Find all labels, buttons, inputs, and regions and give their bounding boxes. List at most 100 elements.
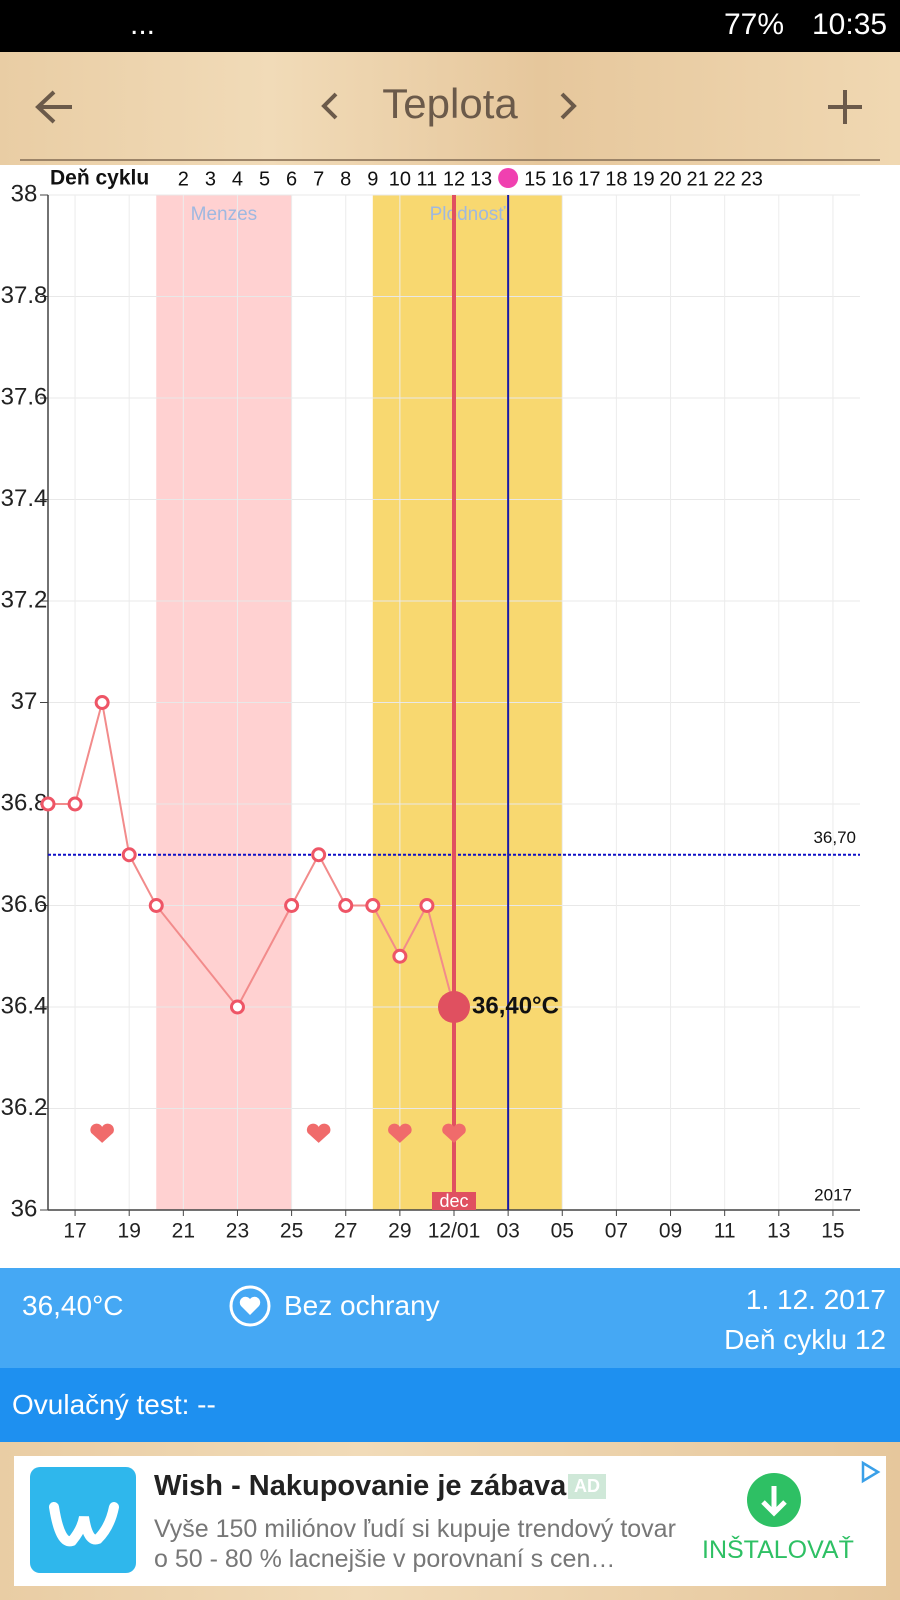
ad-badge: AD (568, 1474, 606, 1499)
y-tick-label: 36.2 (1, 1094, 48, 1121)
y-tick-label: 36.6 (1, 891, 48, 918)
point (121, 847, 137, 863)
cycle-day: 18 (605, 168, 627, 190)
point (148, 898, 164, 913)
cycle-day: 10 (389, 168, 411, 190)
point (284, 898, 300, 913)
x-tick-label: 27 (334, 1220, 357, 1243)
point (338, 898, 354, 913)
heart (442, 1123, 466, 1143)
heart (388, 1123, 412, 1143)
info-temperature: 36,40°C (22, 1290, 124, 1321)
cycle-day: 12 (443, 168, 465, 190)
prev-button[interactable] (321, 92, 338, 120)
ad-choices[interactable] (858, 1460, 882, 1484)
point (311, 847, 327, 863)
battery: 77% (724, 8, 785, 41)
x-tick-label: 19 (118, 1220, 141, 1243)
info-panel: 36,40°C Bez ochrany 1. 12. 2017 Deň cykl… (0, 1268, 900, 1368)
cycle-day: 4 (232, 168, 243, 190)
point (94, 695, 110, 710)
x-tick-label: 11 (714, 1220, 736, 1243)
point (419, 898, 435, 913)
cycle-day: 16 (551, 168, 573, 190)
back-button[interactable] (35, 90, 72, 124)
header-title: Teplota (382, 80, 518, 127)
x-tick-label: 05 (551, 1220, 574, 1243)
cycle-day: 21 (686, 168, 708, 190)
heart (90, 1123, 114, 1143)
cycle-day: 9 (367, 168, 378, 190)
y-tick-label: 38 (11, 180, 38, 207)
ovulation-test: Ovulačný test: -- (12, 1389, 216, 1420)
month-label: dec (439, 1191, 468, 1211)
clock: 10:35 (812, 8, 888, 41)
reference-label: 36,70 (813, 828, 856, 847)
status-more: ... (130, 8, 156, 41)
status-bar: ... 77% 10:35 (0, 0, 900, 52)
cycle-day: 8 (340, 168, 351, 190)
cycle-day: 20 (659, 168, 681, 190)
add-button[interactable] (828, 90, 862, 124)
cycle-day: 6 (286, 168, 297, 190)
ad-logo (30, 1467, 136, 1573)
point-label: 36,40°C (472, 992, 559, 1019)
heart (306, 1123, 331, 1143)
chart: Menzes Plodnosť3636.236.436.636.83737.237… (0, 165, 900, 1268)
x-tick-label: 23 (226, 1220, 249, 1243)
point (67, 796, 83, 812)
install-button[interactable]: INŠTALOVAŤ (702, 1536, 854, 1564)
ovulation-test-bar[interactable]: Ovulačný test: -- (0, 1368, 900, 1442)
x-tick-label: 03 (496, 1220, 519, 1243)
x-tick-label: 25 (280, 1220, 303, 1243)
y-tick-label: 37 (11, 688, 38, 715)
point (365, 898, 381, 913)
cycle-label: Deň cyklu (50, 167, 149, 190)
heart-icon (229, 1285, 271, 1327)
y-tick-label: 36 (11, 1195, 38, 1222)
cycle-day: 22 (714, 168, 736, 190)
ad-text: Vyše 150 miliónov ľudí si kupuje trendov… (154, 1515, 676, 1573)
y-tick-label: 37.2 (1, 586, 48, 613)
x-tick-label: 29 (388, 1220, 411, 1243)
point (229, 999, 245, 1015)
info-date: 1. 12. 2017 (745, 1284, 886, 1315)
x-tick-label: 17 (63, 1220, 86, 1243)
x-tick-label: 07 (605, 1220, 628, 1243)
point (40, 796, 56, 812)
cycle-day: 5 (259, 168, 270, 190)
cycle-day: 19 (632, 168, 654, 190)
selected-point (438, 991, 470, 1023)
y-tick-label: 37.4 (1, 485, 48, 512)
x-tick-label: 12/01 (428, 1220, 481, 1243)
band-label: Menzes (191, 204, 258, 225)
cycle-day: 2 (178, 168, 189, 190)
ad-area: Wish - Nakupovanie je zábava AD Vyše 150… (0, 1442, 900, 1600)
cycle-day: 13 (470, 168, 492, 190)
cycle-day: 15 (524, 168, 546, 190)
header-icons (20, 90, 880, 161)
y-tick-label: 36.8 (1, 789, 48, 816)
band-label: Plodnosť (430, 204, 507, 225)
year-label: 2017 (814, 1185, 852, 1204)
info-cycle-day: Deň cyklu 12 (724, 1324, 886, 1355)
cycle-day: 11 (417, 168, 438, 190)
cycle-day: 17 (578, 168, 600, 190)
x-tick-label: 15 (821, 1220, 844, 1243)
cycle-day: 3 (205, 168, 216, 190)
install-icon (747, 1473, 801, 1527)
point (392, 948, 408, 964)
header: Teplota (0, 52, 900, 165)
cycle-day: 7 (313, 168, 324, 190)
month-tag (432, 1192, 476, 1210)
ovulation-dot (498, 168, 519, 188)
y-tick-label: 37.8 (1, 282, 48, 309)
ad-card[interactable]: Wish - Nakupovanie je zábava AD Vyše 150… (14, 1456, 886, 1586)
info-protection: Bez ochrany (284, 1290, 440, 1321)
x-tick-label: 21 (172, 1220, 195, 1243)
y-tick-label: 36.4 (1, 992, 48, 1019)
y-tick-label: 37.6 (1, 383, 48, 410)
next-button[interactable] (560, 92, 577, 120)
cycle-day: 23 (741, 168, 763, 190)
